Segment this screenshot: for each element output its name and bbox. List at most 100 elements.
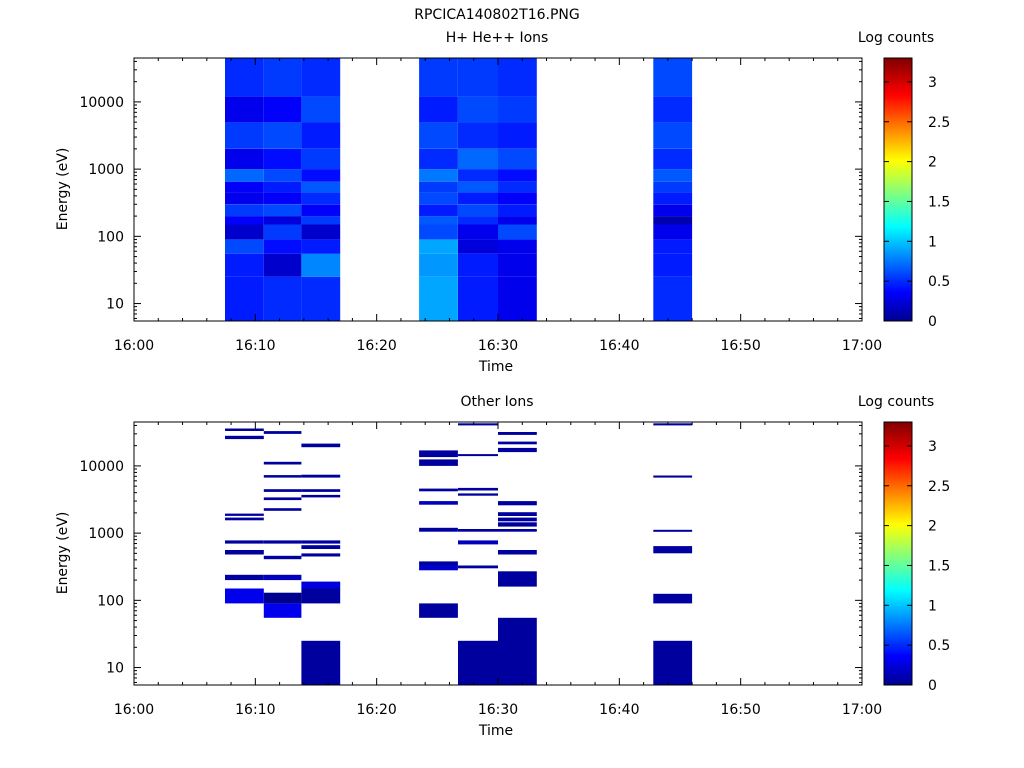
heatmap-cell [458,529,498,532]
heatmap-cell [458,58,498,97]
heatmap-cell [419,224,458,240]
heatmap-cell [498,169,537,182]
colorbar-tick-label: 2 [928,519,937,535]
heatmap-cell [498,571,537,587]
heatmap-cell [225,148,264,170]
heatmap-cell [225,428,264,431]
heatmap-cell [498,122,537,149]
heatmap-cell [301,443,341,448]
colorbar-label: Log counts [858,30,934,46]
y-axis-label: Energy (eV) [55,148,71,231]
heatmap-cells [225,58,693,321]
heatmap-cell [263,253,302,277]
panel-title: Other Ions [460,394,533,410]
colorbar [883,57,913,322]
colorbar-tick-label: 1.5 [928,558,950,574]
heatmap-cell [419,527,458,532]
y-tick-label: 10000 [79,459,124,475]
heatmap-cell [263,224,302,240]
heatmap-cell [263,192,302,205]
heatmap-cell [458,487,498,491]
heatmap-cell [458,192,498,205]
heatmap-cell [458,169,498,182]
heatmap-cell [458,276,498,321]
heatmap-cell [458,253,498,277]
heatmap-cell [419,501,458,505]
y-tick-label: 10 [106,661,124,677]
heatmap-cell [301,540,341,544]
heatmap-cell [301,224,341,240]
heatmap-cell [225,574,264,581]
heatmap-cell [419,488,458,492]
heatmap-cell [419,565,458,571]
heatmap-cell [263,475,302,478]
heatmap-cell [225,588,264,604]
figure-title: RPCICA140802T16.PNG [414,7,579,23]
heatmap-cell [263,204,302,217]
heatmap-cell [263,603,302,618]
heatmap-cell [225,169,264,182]
heatmap-cell [225,204,264,217]
heatmap-cell [263,216,302,225]
colorbar-tick-label: 0.5 [928,638,950,654]
heatmap-cell [263,574,302,581]
heatmap-cell [301,204,341,217]
heatmap-cell [263,169,302,182]
x-tick-label: 16:30 [478,338,518,354]
colorbar-tick-label: 1.5 [928,194,950,210]
heatmap-cell [653,96,693,123]
heatmap-cell [225,224,264,240]
heatmap-cell [225,58,264,97]
heatmap-cell [263,555,302,560]
heatmap-cell [225,253,264,277]
heatmap-cell [458,493,498,496]
heatmap-cell [653,181,693,193]
heatmap-cell [225,435,264,440]
heatmap-cell [301,169,341,182]
y-tick-label: 1000 [88,526,124,542]
heatmap-cell [419,192,458,205]
heatmap-cell [263,276,302,321]
heatmap-cell [653,253,693,277]
heatmap-cell [419,450,458,458]
heatmap-cell [498,239,537,254]
heatmap-cell [653,122,693,149]
y-tick-label: 10 [106,297,124,313]
heatmap-cell [301,588,341,604]
panel-other-ions: Other Ions Log counts Energy (eV) Time 1… [55,394,950,739]
x-tick-label: 16:10 [235,702,275,718]
heatmap-cell [498,216,537,225]
heatmap-cell [498,512,537,516]
colorbar-tick-label: 0.5 [928,274,950,290]
heatmap-cell [498,441,537,445]
heatmap-cell [301,192,341,205]
heatmap-cell [225,540,264,544]
heatmap-cell [263,58,302,97]
colorbar-tick-label: 2.5 [928,479,950,495]
x-tick-label: 16:00 [114,338,154,354]
heatmap-cell [263,431,302,434]
heatmap-cell [653,58,693,97]
panel-h-he-ions: H+ He++ Ions Log counts Energy (eV) Time… [55,30,950,375]
heatmap-cell [301,181,341,193]
heatmap-cell [458,454,498,457]
heatmap-cell [419,122,458,149]
heatmap-cell [498,529,537,532]
heatmap-cell [263,461,302,465]
heatmap-cell [458,122,498,149]
heatmap-cell [419,96,458,123]
heatmap-cell [419,561,458,566]
heatmap-cell [653,192,693,205]
heatmap-cell [653,475,693,478]
heatmap-cell [653,239,693,254]
x-tick-label: 17:00 [842,338,882,354]
heatmap-cell [263,489,302,492]
heatmap-cell [419,181,458,193]
heatmap-cell [301,276,341,321]
heatmap-cell [458,204,498,217]
heatmap-cell [225,276,264,321]
heatmap-cell [225,239,264,254]
heatmap-cell [653,204,693,217]
heatmap-cell [419,253,458,277]
